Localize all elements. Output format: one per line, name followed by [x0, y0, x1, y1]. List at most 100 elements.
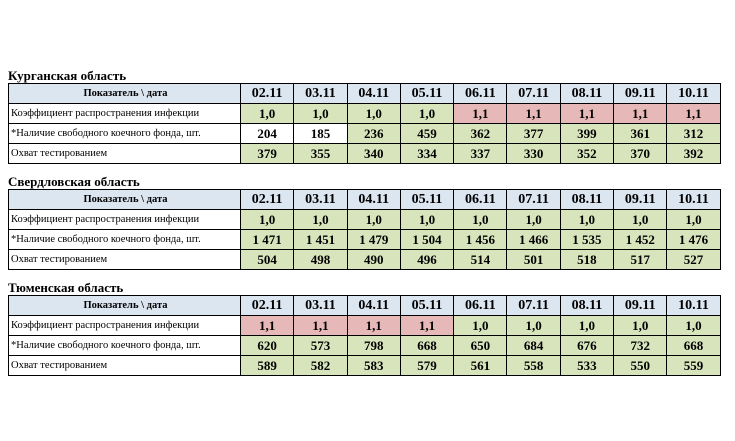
value-cell: 352 [559, 143, 615, 164]
value-cell: 1,0 [399, 103, 455, 124]
date-header-cell: 03.11 [293, 295, 348, 316]
value-cell: 362 [453, 123, 508, 144]
date-header-cell: 10.11 [666, 83, 721, 104]
value-cell: 1,0 [239, 209, 295, 230]
value-cell: 1,1 [453, 103, 508, 124]
region-title: Тюменская область [8, 280, 124, 295]
row-label-cell: Коэффициент распространения инфекции [8, 209, 241, 230]
date-header-cell: 07.11 [506, 295, 561, 316]
date-header-cell: 06.11 [453, 83, 508, 104]
value-cell: 684 [506, 335, 561, 356]
value-cell: 1,0 [666, 315, 721, 336]
table-header-row: Показатель \ дата 02.11 03.11 04.11 05.11 06.… [8, 189, 721, 210]
value-cell: 1 504 [399, 229, 455, 250]
value-cell: 490 [346, 249, 401, 270]
row-label-cell: *Наличие свободного коечного фонда, шт. [8, 123, 241, 144]
row-label-cell: Коэффициент распространения инфекции [8, 315, 241, 336]
value-cell: 527 [666, 249, 721, 270]
region-title: Свердловская область [8, 174, 140, 189]
value-cell: 1,1 [399, 315, 455, 336]
date-header-cell: 03.11 [293, 83, 348, 104]
date-header-cell: 08.11 [559, 189, 615, 210]
date-header-cell: 09.11 [613, 295, 668, 316]
date-header-cell: 07.11 [506, 83, 561, 104]
date-header-cell: 04.11 [346, 83, 401, 104]
value-cell: 573 [293, 335, 348, 356]
value-cell: 583 [346, 355, 401, 376]
date-header-cell: 10.11 [666, 189, 721, 210]
value-cell: 379 [239, 143, 295, 164]
value-cell: 676 [559, 335, 615, 356]
date-header-cell: 04.11 [346, 295, 401, 316]
value-cell: 377 [506, 123, 561, 144]
date-header-cell: 04.11 [346, 189, 401, 210]
header-label-cell: Показатель \ дата [8, 295, 241, 316]
value-cell: 1,1 [293, 315, 348, 336]
row-label-cell: Охват тестированием [8, 143, 241, 164]
value-cell: 668 [666, 335, 721, 356]
value-cell: 650 [453, 335, 508, 356]
value-cell: 1,1 [346, 315, 401, 336]
value-cell: 1 476 [666, 229, 721, 250]
date-header-cell: 05.11 [399, 295, 455, 316]
date-header-cell: 06.11 [453, 189, 508, 210]
value-cell: 355 [293, 143, 348, 164]
row-label-cell: Охват тестированием [8, 249, 241, 270]
value-cell: 1 451 [293, 229, 348, 250]
date-header-cell: 02.11 [239, 189, 295, 210]
value-cell: 514 [453, 249, 508, 270]
value-cell: 517 [613, 249, 668, 270]
value-cell: 392 [666, 143, 721, 164]
table-row: *Наличие свободного коечного фонда, шт. 1… [8, 229, 721, 250]
region-title: Курганская область [8, 68, 127, 83]
value-cell: 1 466 [506, 229, 561, 250]
value-cell: 185 [293, 123, 348, 144]
value-cell: 496 [399, 249, 455, 270]
date-header-cell: 09.11 [613, 83, 668, 104]
date-header-cell: 05.11 [399, 189, 455, 210]
value-cell: 1,1 [559, 103, 615, 124]
value-cell: 330 [506, 143, 561, 164]
table-row: Охват тестированием 504 498 490 496 514 501 518… [8, 249, 721, 270]
value-cell: 399 [559, 123, 615, 144]
value-cell: 582 [293, 355, 348, 376]
date-header-cell: 08.11 [559, 295, 615, 316]
region-table: Показатель \ дата 02.11 03.11 04.11 05.11 06.… [8, 295, 721, 376]
value-cell: 1,0 [613, 209, 668, 230]
value-cell: 533 [559, 355, 615, 376]
value-cell: 798 [346, 335, 401, 356]
value-cell: 312 [666, 123, 721, 144]
table-row: Охват тестированием 379 355 340 334 337 330 352… [8, 143, 721, 164]
table-row: Коэффициент распространения инфекции 1,0 1… [8, 103, 721, 124]
value-cell: 1,0 [346, 103, 401, 124]
table-row: Охват тестированием 589 582 583 579 561 558 533… [8, 355, 721, 376]
value-cell: 550 [613, 355, 668, 376]
value-cell: 1,0 [506, 209, 561, 230]
header-label-cell: Показатель \ дата [8, 83, 241, 104]
value-cell: 1 535 [559, 229, 615, 250]
table-header-row: Показатель \ дата 02.11 03.11 04.11 05.11 06.… [8, 83, 721, 104]
value-cell: 504 [239, 249, 295, 270]
value-cell: 1,1 [239, 315, 295, 336]
value-cell: 337 [453, 143, 508, 164]
value-cell: 1,0 [559, 315, 615, 336]
value-cell: 1,0 [453, 209, 508, 230]
date-header-cell: 02.11 [239, 83, 295, 104]
date-header-cell: 03.11 [293, 189, 348, 210]
table-row: Коэффициент распространения инфекции 1,0 1… [8, 209, 721, 230]
value-cell: 1,0 [399, 209, 455, 230]
header-label-cell: Показатель \ дата [8, 189, 241, 210]
region-table: Показатель \ дата 02.11 03.11 04.11 05.11 06.… [8, 83, 721, 164]
value-cell: 589 [239, 355, 295, 376]
value-cell: 620 [239, 335, 295, 356]
value-cell: 579 [399, 355, 455, 376]
value-cell: 732 [613, 335, 668, 356]
date-header-cell: 08.11 [559, 83, 615, 104]
region-table: Показатель \ дата 02.11 03.11 04.11 05.11 06.… [8, 189, 721, 270]
value-cell: 1,1 [506, 103, 561, 124]
value-cell: 1,0 [506, 315, 561, 336]
date-header-cell: 06.11 [453, 295, 508, 316]
value-cell: 1 452 [613, 229, 668, 250]
value-cell: 204 [239, 123, 295, 144]
value-cell: 561 [453, 355, 508, 376]
